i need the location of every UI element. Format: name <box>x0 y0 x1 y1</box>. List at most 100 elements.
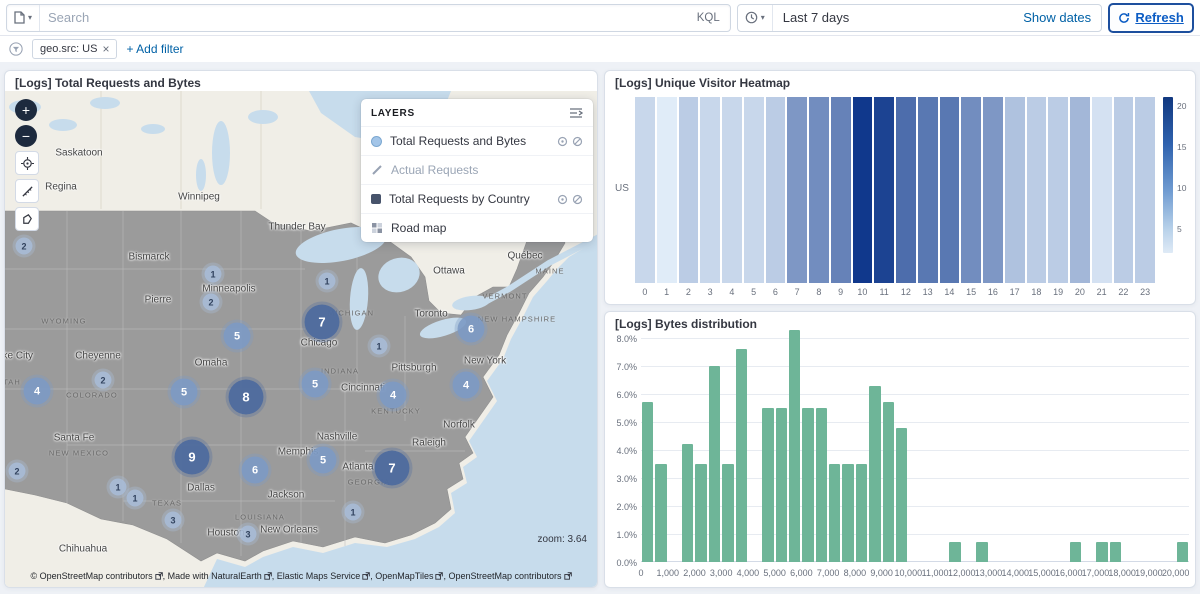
attribution-link[interactable]: Elastic Maps Service <box>277 571 371 581</box>
histogram-bar[interactable] <box>895 427 908 562</box>
map-cluster[interactable]: 7 <box>304 304 340 340</box>
layer-item-2[interactable]: Actual Requests <box>361 155 593 184</box>
saved-query-menu-button[interactable]: ▾ <box>7 4 41 31</box>
zoom-out-button[interactable]: − <box>15 125 37 147</box>
histogram-bar[interactable] <box>882 402 894 562</box>
histogram-bar[interactable] <box>1069 542 1082 562</box>
heatmap-cell[interactable] <box>700 97 720 283</box>
map-cluster[interactable]: 9 <box>174 439 210 475</box>
visibility-toggle-icon[interactable] <box>572 136 583 147</box>
histogram-bar[interactable] <box>708 366 721 562</box>
histogram-bar[interactable] <box>682 444 694 562</box>
map-cluster[interactable]: 5 <box>301 370 329 398</box>
map-cluster[interactable]: 4 <box>452 371 480 399</box>
heatmap-cell[interactable] <box>1048 97 1068 283</box>
map-cluster[interactable]: 8 <box>228 379 264 415</box>
map-cluster[interactable]: 1 <box>370 337 388 355</box>
heatmap-cell[interactable] <box>830 97 851 283</box>
time-range-label[interactable]: Last 7 days <box>782 10 850 25</box>
heatmap-cell[interactable] <box>1004 97 1025 283</box>
map-cluster[interactable]: 1 <box>109 478 127 496</box>
quick-select-button[interactable]: ▾ <box>738 4 773 31</box>
heatmap-cell[interactable] <box>809 97 829 283</box>
histogram-bar[interactable] <box>815 408 828 562</box>
heatmap-cell[interactable] <box>917 97 938 283</box>
map-cluster[interactable]: 4 <box>23 377 51 405</box>
map-cluster[interactable]: 1 <box>204 265 222 283</box>
map-cluster[interactable]: 3 <box>164 511 182 529</box>
attribution-link[interactable]: © OpenStreetMap contributors <box>30 571 163 581</box>
heatmap-cell[interactable] <box>852 97 873 283</box>
add-filter-button[interactable]: + Add filter <box>126 42 184 56</box>
measure-button[interactable] <box>15 179 39 203</box>
heatmap-cell[interactable] <box>1113 97 1134 283</box>
histogram-bar[interactable] <box>722 464 734 562</box>
heatmap-cell[interactable] <box>874 97 894 283</box>
map-cluster[interactable]: 5 <box>223 322 251 350</box>
histogram-bar[interactable] <box>775 408 788 562</box>
histogram-bar[interactable] <box>1176 542 1188 562</box>
histogram-bar[interactable] <box>1096 542 1108 562</box>
map-cluster[interactable]: 1 <box>344 503 362 521</box>
panel-title[interactable]: [Logs] Total Requests and Bytes <box>15 76 201 90</box>
map-canvas[interactable]: + − LAYERS Total Requests and Bytes Actua… <box>5 91 597 587</box>
histogram-bar[interactable] <box>1109 542 1122 562</box>
search-input[interactable] <box>40 10 687 25</box>
filter-icon[interactable] <box>9 42 23 56</box>
zoom-in-button[interactable]: + <box>15 99 37 121</box>
heatmap-cell[interactable] <box>678 97 699 283</box>
kql-badge[interactable]: KQL <box>696 11 720 24</box>
heatmap-cell[interactable] <box>1135 97 1155 283</box>
histogram-bar[interactable] <box>802 408 814 562</box>
filter-pill-geo-src[interactable]: geo.src: US × <box>32 39 118 59</box>
map-cluster[interactable]: 7 <box>374 450 410 486</box>
heatmap-cell[interactable] <box>983 97 1003 283</box>
heatmap-cell[interactable] <box>1091 97 1112 283</box>
fit-to-data-icon[interactable] <box>557 136 568 147</box>
draw-tools-button[interactable] <box>15 207 39 231</box>
heatmap-cell[interactable] <box>939 97 960 283</box>
heatmap-cell[interactable] <box>1026 97 1047 283</box>
heatmap-cell[interactable] <box>743 97 764 283</box>
histogram-bar[interactable] <box>976 542 988 562</box>
attribution-link[interactable]: OpenStreetMap contributors <box>448 571 572 581</box>
layer-item-3[interactable]: Total Requests by Country <box>361 184 593 213</box>
histogram-bar[interactable] <box>855 464 868 562</box>
map-cluster[interactable]: 2 <box>8 462 26 480</box>
histogram-bar[interactable] <box>949 542 961 562</box>
map-cluster[interactable]: 6 <box>241 456 269 484</box>
histogram-bar[interactable] <box>842 464 854 562</box>
map-cluster[interactable]: 5 <box>309 446 337 474</box>
heatmap-cell[interactable] <box>961 97 981 283</box>
fit-to-data-icon[interactable] <box>557 194 568 205</box>
heatmap-cell[interactable] <box>656 97 677 283</box>
attribution-link[interactable]: OpenMapTiles <box>375 571 444 581</box>
heatmap-cell[interactable] <box>635 97 655 283</box>
show-dates-button[interactable]: Show dates <box>1023 10 1092 25</box>
histogram-bar[interactable] <box>695 464 707 562</box>
histogram-bar[interactable] <box>762 408 774 562</box>
heatmap-cell[interactable] <box>765 97 786 283</box>
heatmap-cell[interactable] <box>787 97 807 283</box>
attribution-link[interactable]: Made with NaturalEarth <box>168 571 272 581</box>
heatmap-cell[interactable] <box>1070 97 1090 283</box>
layer-item-1[interactable]: Total Requests and Bytes <box>361 126 593 155</box>
histogram-bar[interactable] <box>829 464 841 562</box>
heatmap-cell[interactable] <box>722 97 742 283</box>
map-cluster[interactable]: 1 <box>318 272 336 290</box>
set-view-button[interactable] <box>15 151 39 175</box>
map-cluster[interactable]: 2 <box>202 293 220 311</box>
remove-filter-icon[interactable]: × <box>102 42 110 56</box>
panel-title[interactable]: [Logs] Bytes distribution <box>615 317 757 331</box>
map-cluster[interactable]: 2 <box>15 237 33 255</box>
layer-item-4[interactable]: Road map <box>361 213 593 242</box>
map-cluster[interactable]: 6 <box>457 315 485 343</box>
histogram-bar[interactable] <box>869 385 881 562</box>
histogram-bar[interactable] <box>642 402 654 562</box>
map-cluster[interactable]: 5 <box>170 378 198 406</box>
map-cluster[interactable]: 2 <box>94 371 112 389</box>
map-cluster[interactable]: 1 <box>126 489 144 507</box>
heatmap-cell[interactable] <box>896 97 916 283</box>
histogram-bar[interactable] <box>735 349 747 562</box>
map-cluster[interactable]: 3 <box>239 525 257 543</box>
